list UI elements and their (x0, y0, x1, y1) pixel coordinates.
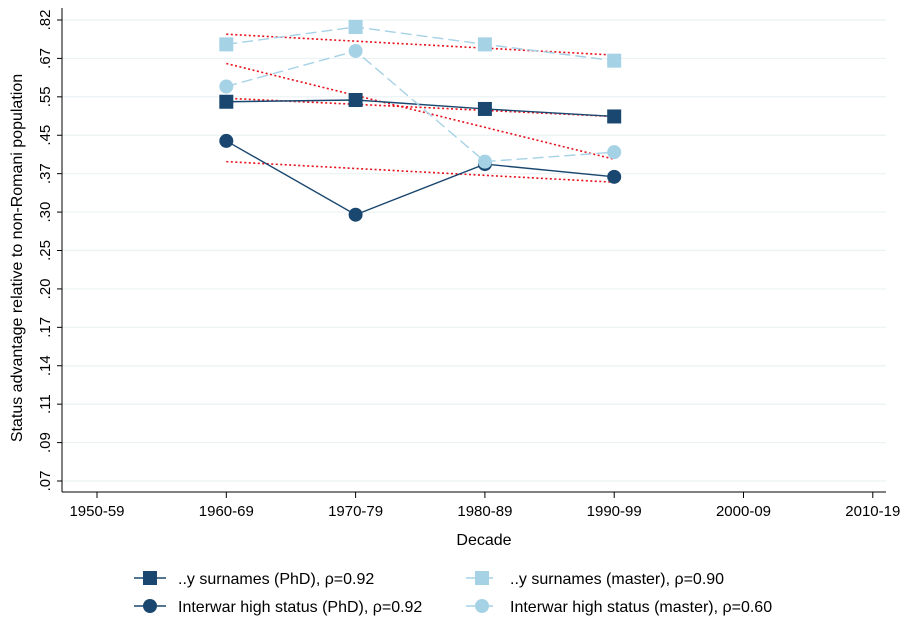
y-tick-label: .14 (37, 355, 54, 376)
series-line (226, 26, 615, 62)
y-tick-label: .37 (37, 163, 54, 184)
legend-marker (475, 599, 489, 613)
series-line (225, 140, 615, 216)
y-tick-label: .11 (37, 394, 54, 414)
trend-line (226, 160, 615, 183)
x-axis-label: Decade (456, 532, 511, 549)
legend-label: Interwar high status (PhD), ρ=0.92 (178, 599, 422, 616)
y-tick-label: .30 (37, 202, 54, 223)
data-point (348, 19, 363, 34)
legend-marker (143, 599, 157, 613)
x-tick-label: 1990-99 (587, 503, 642, 520)
y-tick-label: .67 (37, 48, 54, 69)
data-point (477, 101, 492, 116)
y-tick-label: .25 (37, 240, 54, 261)
series-line (226, 99, 615, 118)
series-line (226, 50, 615, 163)
legend-label: ..y surnames (master), ρ=0.90 (510, 571, 724, 588)
y-tick-label: .55 (37, 86, 54, 107)
legend-marker (143, 571, 157, 585)
legend-marker (475, 571, 489, 585)
x-tick-label: 1950-59 (69, 503, 124, 520)
y-tick-label: .82 (37, 10, 54, 31)
x-tick-label: 2010-19 (845, 503, 900, 520)
y-axis-label: Status advantage relative to non-Romani … (9, 74, 26, 442)
data-point (219, 79, 234, 94)
y-tick-label: .17 (37, 317, 54, 338)
data-point (219, 37, 234, 52)
x-tick-label: 2000-09 (716, 503, 771, 520)
trend-line (226, 62, 615, 160)
y-tick-label: .07 (37, 471, 54, 492)
data-point (219, 133, 234, 148)
trend-lines (226, 33, 615, 183)
data-point (607, 53, 622, 68)
data-point (607, 145, 622, 160)
y-tick-label: .09 (37, 432, 54, 453)
axes: .07 .09 .11 .14 .17 .20 .25 .30 .37 .45 .55 .67 .82 1… (37, 8, 900, 520)
x-tick-label: 1960-69 (199, 503, 254, 520)
data-point (477, 37, 492, 52)
data-point (348, 92, 363, 107)
legend-label: ..y surnames (PhD), ρ=0.92 (178, 571, 374, 588)
data-point (348, 43, 363, 58)
x-tick-label: 1970-79 (328, 503, 383, 520)
y-tick-label: .20 (37, 278, 54, 299)
y-tick-label: .45 (37, 125, 54, 146)
legend-label: Interwar high status (master), ρ=0.60 (510, 599, 772, 616)
data-point (219, 94, 234, 109)
data-point (348, 207, 363, 222)
trend-line (226, 33, 615, 56)
data-point (607, 109, 622, 124)
legend: ..y surnames (PhD), ρ=0.92 ..y surnames (… (134, 571, 772, 616)
data-point (607, 169, 622, 184)
data-point (477, 154, 492, 169)
x-tick-label: 1980-89 (457, 503, 512, 520)
data-series (219, 19, 622, 222)
grid-lines (62, 19, 886, 482)
